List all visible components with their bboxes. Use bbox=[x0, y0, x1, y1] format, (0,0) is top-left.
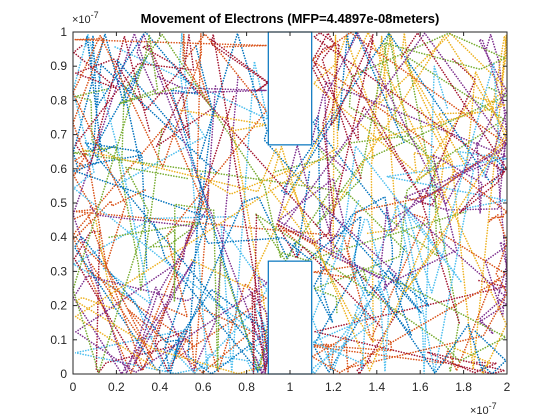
electron-trajectory bbox=[311, 31, 508, 211]
electron-trajectory bbox=[311, 55, 506, 372]
electron-trajectory bbox=[72, 34, 268, 352]
y-tick-label: 0.5 bbox=[50, 196, 67, 210]
electron-trajectory bbox=[73, 128, 408, 291]
electron-trajectory bbox=[312, 33, 509, 181]
x-tick-label: 2 bbox=[504, 380, 511, 394]
electron-trajectory bbox=[74, 32, 268, 373]
electron-trajectory bbox=[339, 62, 501, 296]
y-tick-label: 0.6 bbox=[50, 162, 67, 176]
electron-trajectory bbox=[72, 33, 195, 166]
electron-trajectory bbox=[194, 43, 508, 376]
electron-trajectory bbox=[114, 46, 269, 373]
electron-trajectory bbox=[324, 31, 508, 281]
electron-trajectory bbox=[274, 34, 383, 329]
x-tick-label: 1.4 bbox=[368, 380, 385, 394]
y-tick-label: 0.4 bbox=[50, 230, 67, 244]
electron-trajectory bbox=[80, 107, 456, 373]
x-tick-label: 1.2 bbox=[325, 380, 342, 394]
y-axis-exponent: ×10-7 bbox=[72, 10, 99, 26]
x-tick-label: 0 bbox=[70, 380, 77, 394]
electron-trajectory bbox=[74, 109, 270, 375]
electron-trajectory bbox=[313, 213, 508, 373]
electron-trajectory bbox=[310, 31, 506, 336]
electron-trajectory bbox=[72, 120, 211, 376]
electron-trajectory bbox=[108, 203, 267, 373]
x-axis: 0 0.2 0.4 0.6 0.8 1 1.2 1.4 1.6 1.8 2 bbox=[70, 32, 511, 394]
y-tick-label: 0.1 bbox=[50, 333, 67, 347]
electron-trajectory bbox=[72, 85, 217, 376]
y-tick-label: 0.2 bbox=[50, 299, 67, 313]
x-tick-label: 1 bbox=[287, 380, 294, 394]
y-tick-label: 0.3 bbox=[50, 264, 67, 278]
electron-trajectory bbox=[310, 170, 509, 374]
x-tick-label: 1.8 bbox=[455, 380, 472, 394]
electron-trajectory bbox=[73, 171, 269, 375]
x-tick-label: 1.6 bbox=[412, 380, 429, 394]
electron-trajectory bbox=[310, 218, 392, 375]
x-axis-exponent: ×10-7 bbox=[470, 401, 497, 417]
electron-trajectories bbox=[72, 29, 509, 377]
electron-trajectory bbox=[83, 59, 268, 373]
electron-trajectory bbox=[276, 141, 483, 291]
electron-trajectory bbox=[314, 279, 505, 375]
bottleneck-box-bottom bbox=[267, 260, 313, 375]
y-tick-label: 0.7 bbox=[50, 128, 67, 142]
electron-trajectory bbox=[72, 31, 239, 376]
electron-trajectory bbox=[268, 35, 398, 346]
electron-trajectory bbox=[74, 32, 468, 262]
chart-title: Movement of Electrons (MFP=4.4897e-08met… bbox=[141, 11, 440, 26]
x-tick-label: 0.2 bbox=[108, 380, 125, 394]
electron-trajectory bbox=[72, 215, 235, 375]
electron-trajectory bbox=[208, 34, 270, 375]
electron-trajectory bbox=[198, 30, 430, 336]
x-tick-label: 0.4 bbox=[151, 380, 168, 394]
y-tick-label: 0.9 bbox=[50, 59, 67, 73]
electron-trajectory bbox=[74, 34, 339, 371]
electron-trajectory bbox=[140, 44, 397, 376]
x-tick-label: 0.8 bbox=[238, 380, 255, 394]
bottleneck-boxes bbox=[267, 31, 313, 375]
y-tick-label: 0 bbox=[60, 367, 67, 381]
electron-trajectory bbox=[280, 29, 506, 196]
electron-trajectory bbox=[72, 33, 203, 270]
electron-trajectory bbox=[73, 94, 235, 375]
electron-trajectory bbox=[72, 34, 188, 376]
y-axis: 0 0.1 0.2 0.3 0.4 0.5 0.6 0.7 0.8 0.9 1 bbox=[50, 25, 507, 381]
y-tick-label: 1 bbox=[60, 25, 67, 39]
x-tick-label: 0.6 bbox=[195, 380, 212, 394]
electron-trajectory bbox=[278, 31, 507, 280]
y-tick-label: 0.8 bbox=[50, 93, 67, 107]
electron-trajectory bbox=[400, 33, 508, 370]
electron-trajectory bbox=[312, 113, 394, 374]
electron-trajectory bbox=[311, 66, 448, 374]
bottleneck-box-top bbox=[267, 31, 313, 146]
electron-trajectory bbox=[84, 30, 269, 375]
